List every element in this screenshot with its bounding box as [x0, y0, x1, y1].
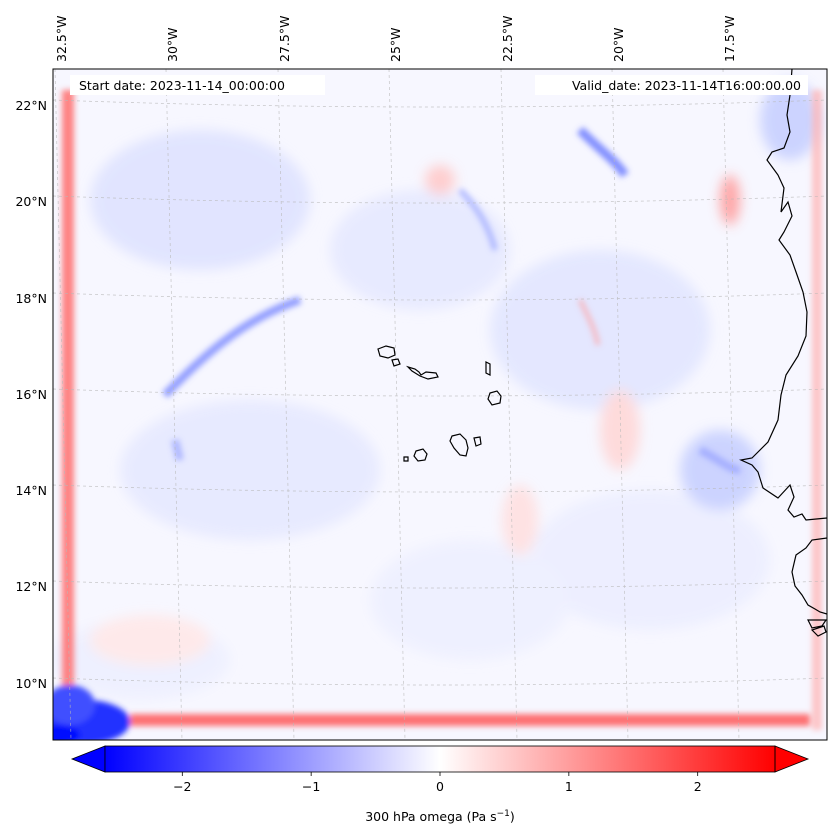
- lat-label: 14°N: [15, 483, 47, 498]
- colorbar-label: 300 hPa omega (Pa s−1): [365, 809, 515, 824]
- meridian-line: [277, 69, 295, 740]
- lat-labels: 22°N 20°N 18°N 16°N 14°N 12°N 10°N: [15, 98, 47, 691]
- lon-label: 20°W: [611, 27, 626, 62]
- island-santiago: [449, 433, 469, 457]
- island-santo-antao: [377, 345, 396, 359]
- meridian-line: [500, 69, 518, 740]
- lon-label: 22.5°W: [500, 16, 515, 62]
- lat-label: 12°N: [15, 579, 47, 594]
- header-valid: Valid_date: 2023-11-14T16:00:00.00: [535, 75, 808, 95]
- meridian-line: [722, 69, 740, 740]
- colorbar-tick-label: 2: [694, 779, 702, 794]
- lat-label: 22°N: [15, 98, 47, 113]
- coastline-west-africa: [739, 69, 827, 521]
- colorbar-ticks: [181, 772, 699, 776]
- colorbar-label-close: ): [510, 809, 515, 824]
- parallel-line: [53, 484, 827, 493]
- parallel-line: [53, 677, 827, 686]
- island-sao-nicolau: [405, 365, 439, 380]
- colorbar-extend-min: [70, 745, 106, 773]
- colorbar-tick-label: 0: [436, 779, 444, 794]
- colorbar-label-exponent: −1: [497, 809, 510, 819]
- lon-label: 32.5°W: [54, 16, 69, 62]
- colorbar-tick-label: −1: [302, 779, 320, 794]
- island-maio: [473, 436, 482, 447]
- lon-label: 30°W: [165, 27, 180, 62]
- island-fogo: [413, 448, 428, 462]
- lon-label: 27.5°W: [277, 16, 292, 62]
- lat-label: 18°N: [15, 291, 47, 306]
- lat-label: 20°N: [15, 194, 47, 209]
- island-sal: [485, 361, 491, 376]
- meridian-line: [165, 69, 183, 740]
- lon-label: 25°W: [388, 27, 403, 62]
- meridian-line: [388, 69, 406, 740]
- island-sao-vicente: [391, 358, 401, 367]
- parallel-line: [53, 292, 827, 301]
- header-start: Start date: 2023-11-14_00:00:00: [70, 75, 325, 95]
- meridian-line: [611, 69, 629, 740]
- parallel-line: [53, 388, 827, 397]
- colorbar-label-main: 300 hPa omega (Pa s: [365, 809, 496, 824]
- coastline-guinea: [791, 537, 827, 615]
- lon-label: 17.5°W: [722, 16, 737, 62]
- valid-date-text: Valid_date: 2023-11-14T16:00:00.00: [572, 78, 801, 93]
- parallel-line: [53, 99, 827, 108]
- lat-label: 16°N: [15, 387, 47, 402]
- colorbar-tick-label: −2: [173, 779, 191, 794]
- lon-labels: 32.5°W 30°W 27.5°W 25°W 22.5°W 20°W 17.5…: [54, 16, 737, 62]
- coastlines: [377, 69, 827, 637]
- meridian-line: [54, 69, 72, 740]
- colorbar: −2 −1 0 1 2 300 hPa omega (Pa s−1): [70, 745, 810, 824]
- gridlines: [53, 69, 827, 740]
- colorbar-bar: [105, 746, 775, 772]
- parallel-line: [53, 580, 827, 589]
- lat-label: 10°N: [15, 676, 47, 691]
- coastline-guinea-islands: [807, 619, 827, 637]
- colorbar-tick-label: 1: [565, 779, 573, 794]
- island-boa-vista: [487, 390, 502, 406]
- map-frame: [52, 68, 828, 741]
- start-date-text: Start date: 2023-11-14_00:00:00: [79, 78, 285, 93]
- colorbar-tick-labels: −2 −1 0 1 2: [173, 779, 702, 794]
- parallel-line: [53, 195, 827, 204]
- island-brava: [403, 456, 409, 462]
- colorbar-extend-max: [774, 745, 810, 773]
- map-field: [53, 69, 827, 740]
